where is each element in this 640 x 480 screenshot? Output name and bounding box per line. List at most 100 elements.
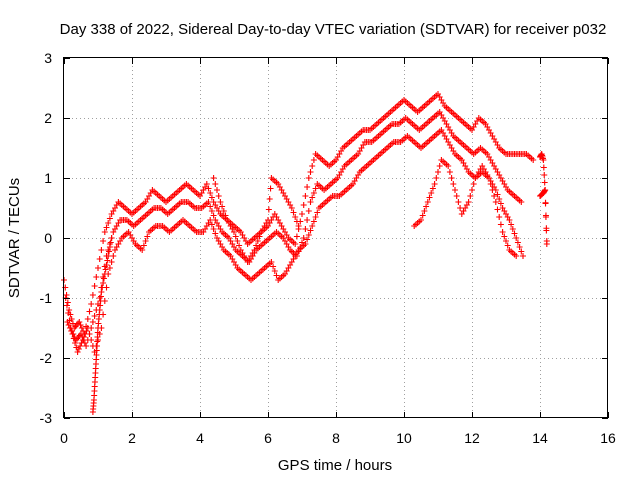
data-point-marker bbox=[541, 179, 548, 186]
data-point-marker bbox=[310, 157, 317, 163]
data-point-marker bbox=[423, 203, 430, 210]
data-point-marker bbox=[431, 181, 438, 187]
data-point-marker bbox=[506, 217, 513, 223]
data-point-marker bbox=[207, 203, 214, 210]
data-point-marker bbox=[84, 316, 91, 322]
data-point-marker bbox=[106, 244, 113, 250]
data-point-marker bbox=[208, 221, 215, 228]
data-point-marker bbox=[83, 343, 90, 349]
data-point-marker bbox=[102, 266, 109, 273]
data-point-marker bbox=[84, 325, 91, 331]
data-point-marker bbox=[96, 295, 103, 301]
data-point-marker bbox=[76, 319, 83, 325]
data-point-marker bbox=[68, 328, 75, 334]
data-point-marker bbox=[100, 275, 107, 282]
data-point-marker bbox=[497, 200, 504, 207]
data-point-marker bbox=[74, 349, 81, 355]
data-point-marker bbox=[236, 242, 243, 249]
data-point-marker bbox=[107, 239, 114, 246]
data-point-marker bbox=[78, 340, 85, 346]
y-tick-label: -2 bbox=[40, 350, 53, 366]
data-point-marker bbox=[494, 191, 501, 198]
data-point-marker bbox=[418, 217, 424, 223]
data-point-marker bbox=[89, 292, 96, 298]
data-point-marker bbox=[106, 248, 113, 255]
data-point-marker bbox=[452, 187, 458, 193]
data-point-marker bbox=[214, 187, 220, 193]
data-point-marker bbox=[543, 241, 550, 247]
data-point-marker bbox=[496, 196, 503, 202]
data-point-marker bbox=[212, 230, 219, 237]
data-point-marker bbox=[520, 253, 526, 259]
data-point-marker bbox=[494, 206, 501, 213]
data-point-marker bbox=[307, 169, 314, 175]
data-point-marker bbox=[207, 190, 214, 196]
data-point-marker bbox=[508, 221, 515, 228]
data-point-marker bbox=[530, 157, 537, 163]
data-point-marker bbox=[142, 238, 149, 244]
data-point-marker bbox=[251, 247, 258, 253]
data-point-marker bbox=[86, 331, 93, 337]
data-point-marker bbox=[65, 322, 72, 328]
data-point-marker bbox=[429, 185, 436, 192]
data-points bbox=[61, 91, 550, 415]
data-point-marker bbox=[77, 343, 84, 349]
data-point-marker bbox=[83, 328, 90, 334]
data-point-marker bbox=[106, 265, 113, 271]
data-point-marker bbox=[302, 226, 309, 232]
data-point-marker bbox=[205, 199, 212, 205]
x-tick-label: 16 bbox=[600, 430, 616, 446]
data-point-marker bbox=[265, 206, 272, 213]
data-point-marker bbox=[304, 217, 311, 223]
data-point-marker bbox=[64, 319, 71, 325]
data-point-marker bbox=[110, 253, 117, 259]
data-point-marker bbox=[300, 202, 307, 208]
data-point-marker bbox=[467, 193, 474, 199]
data-point-marker bbox=[424, 199, 431, 205]
data-point-marker bbox=[231, 229, 237, 235]
data-point-marker bbox=[106, 215, 113, 222]
data-point-marker bbox=[540, 164, 547, 171]
data-point-marker bbox=[65, 310, 72, 316]
data-point-marker bbox=[210, 212, 217, 219]
data-point-marker bbox=[300, 235, 307, 241]
data-point-marker bbox=[210, 226, 217, 232]
data-point-marker bbox=[445, 163, 452, 169]
data-point-marker bbox=[77, 322, 84, 328]
data-point-marker bbox=[302, 241, 309, 247]
data-point-marker bbox=[302, 193, 309, 199]
data-point-marker bbox=[105, 220, 112, 226]
data-point-marker bbox=[100, 280, 107, 286]
x-axis-label: GPS time / hours bbox=[278, 457, 392, 474]
data-point-marker bbox=[433, 175, 440, 181]
data-point-marker bbox=[217, 199, 224, 205]
data-point-marker bbox=[310, 190, 317, 196]
data-point-marker bbox=[232, 233, 239, 240]
data-point-marker bbox=[101, 271, 108, 277]
data-point-marker bbox=[419, 212, 426, 219]
data-point-marker bbox=[208, 208, 215, 214]
data-point-marker bbox=[212, 181, 219, 187]
data-point-marker bbox=[139, 247, 146, 253]
data-point-marker bbox=[292, 241, 299, 247]
data-point-marker bbox=[271, 268, 278, 274]
data-point-marker bbox=[487, 181, 494, 187]
data-point-marker bbox=[450, 181, 457, 187]
data-point-marker bbox=[234, 238, 241, 244]
data-point-marker bbox=[266, 196, 273, 202]
data-point-marker bbox=[314, 209, 321, 216]
data-point-marker bbox=[292, 214, 299, 220]
x-tick-label: 2 bbox=[128, 430, 136, 446]
data-point-marker bbox=[293, 233, 300, 240]
x-tick-label: 10 bbox=[396, 430, 412, 446]
data-point-marker bbox=[290, 209, 297, 216]
data-point-marker bbox=[91, 283, 98, 289]
data-point-marker bbox=[144, 233, 151, 240]
x-tick-label: 12 bbox=[464, 430, 480, 446]
data-point-marker bbox=[305, 232, 312, 238]
data-point-marker bbox=[309, 194, 316, 201]
data-point-marker bbox=[518, 248, 525, 255]
data-point-marker bbox=[93, 274, 100, 280]
data-point-marker bbox=[491, 193, 498, 199]
